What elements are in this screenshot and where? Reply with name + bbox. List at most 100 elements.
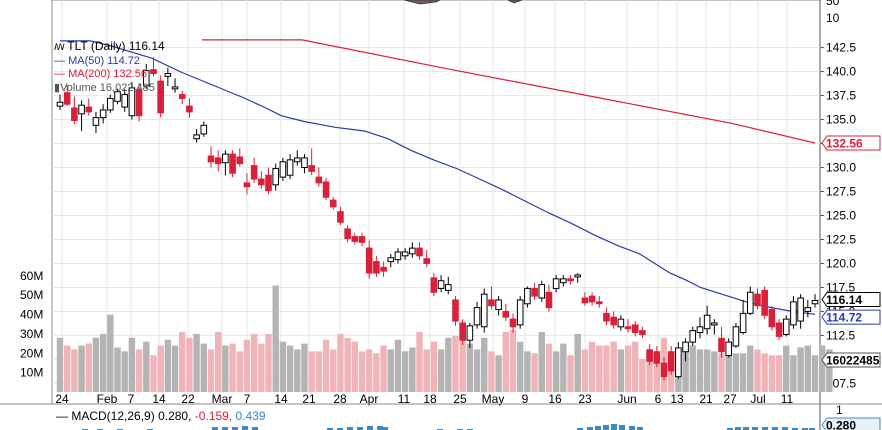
candle-body (732, 326, 740, 347)
candle-body (293, 157, 301, 163)
volume-tick-label: 40M (20, 308, 43, 322)
volume-bar (524, 351, 531, 392)
candle (790, 296, 797, 329)
x-tick-label: 27 (723, 392, 737, 406)
volume-bar (718, 353, 725, 392)
ma200-badge: 132.56 (821, 135, 881, 151)
volume-bar (574, 333, 581, 392)
price-tick-label: 127.5 (826, 185, 856, 199)
candle (157, 75, 164, 118)
candle-body (444, 284, 452, 291)
candle (646, 344, 653, 366)
candle-body (804, 307, 812, 312)
candle-body (337, 211, 344, 223)
candle (718, 326, 725, 358)
candle-body (480, 293, 488, 328)
candle (142, 63, 150, 89)
candle (797, 294, 804, 329)
volume-bar (265, 333, 272, 392)
volume-badge-text: 16022485 (826, 354, 880, 368)
volume-bar (200, 343, 208, 392)
candle-body (588, 295, 596, 303)
candle (538, 280, 546, 302)
candle (358, 232, 366, 247)
candle (509, 313, 517, 333)
candle-body (502, 310, 510, 318)
candle-body (595, 301, 603, 305)
ma50-badge-box (821, 309, 881, 325)
candle (739, 299, 747, 335)
x-tick-label: 21 (699, 392, 713, 406)
candle (63, 85, 71, 107)
x-axis-labels: 24 Feb 7 14 22 Mar 7 14 21 28 Apr 11 18 25 May 9 16 23 Jun… (55, 392, 793, 406)
volume-bar (78, 345, 85, 392)
candle (78, 100, 85, 132)
macd-legend: — MACD(12,26,9) 0.280, -0.159, 0.439 (56, 409, 266, 423)
candle (675, 342, 682, 379)
candle-body (754, 293, 761, 307)
candle-body (718, 337, 725, 353)
volume-bar (775, 355, 783, 392)
candle (444, 276, 452, 295)
macd-bar (337, 428, 343, 430)
candle-body (552, 278, 560, 289)
candle (178, 90, 186, 105)
macd-value-2: -0.159, (194, 409, 233, 423)
candle-body (567, 278, 574, 282)
macd-bar (357, 427, 363, 430)
macd-bar (222, 427, 228, 430)
volume-bar (761, 353, 768, 392)
volume-bar (437, 349, 445, 392)
volume-bar (193, 333, 200, 392)
candle (581, 292, 589, 306)
candle (293, 150, 301, 166)
candle-body (437, 280, 445, 289)
volume-bar (689, 345, 696, 392)
volume-bar (725, 349, 732, 392)
volume-bar (502, 332, 510, 392)
volume-bar (222, 345, 229, 392)
volume-bar (380, 345, 387, 392)
candle-body (308, 165, 315, 172)
volume-bar (545, 343, 553, 392)
volume-bar (56, 337, 64, 392)
macd-histogram (82, 424, 815, 430)
candle-body (416, 247, 423, 257)
candle-body (351, 236, 359, 242)
candle-body (365, 247, 373, 274)
candle-body (790, 301, 797, 326)
volume-bar (143, 341, 150, 392)
candle (782, 315, 790, 337)
candle (164, 67, 172, 86)
candle (495, 296, 502, 316)
candle-body (56, 101, 64, 107)
candle (258, 171, 265, 189)
volume-bar (617, 349, 625, 392)
candle-body (768, 309, 776, 328)
macd-bar (735, 427, 741, 430)
ma50-line (60, 40, 816, 315)
candle-body (272, 167, 280, 186)
candle-body (99, 109, 107, 119)
macd-bar (752, 427, 758, 430)
volume-bar (294, 349, 301, 392)
volume-bar (92, 337, 100, 392)
candle (502, 303, 510, 322)
volume-bar (430, 341, 438, 392)
price-badge-box (821, 292, 881, 308)
candle (128, 82, 136, 120)
volume-bar (186, 337, 193, 392)
candle (286, 154, 294, 180)
volume-bar (653, 351, 661, 392)
x-tick-label: May (482, 392, 505, 406)
candle (711, 319, 718, 335)
volume-bar (315, 351, 323, 392)
candle (329, 197, 337, 210)
candle-body (646, 349, 653, 362)
candle (624, 319, 632, 333)
volume-bar (747, 345, 754, 392)
candle (387, 253, 395, 268)
candle-body (286, 159, 294, 176)
volume-bar (99, 333, 107, 392)
volume-bar (164, 339, 172, 392)
